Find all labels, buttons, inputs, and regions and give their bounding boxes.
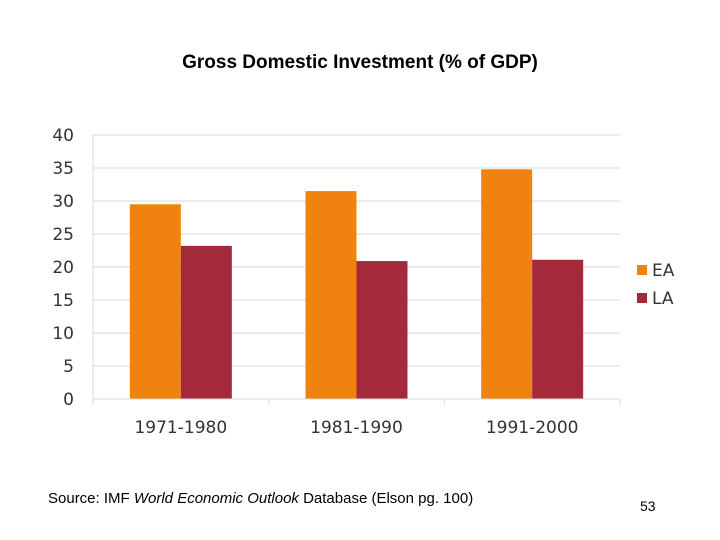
legend-swatch-ea (637, 265, 647, 275)
x-axis: 1971-1980 1981-1990 1991-2000 (92, 398, 621, 438)
bar-la-1981-1990 (356, 261, 408, 399)
bar-la-1971-1980 (180, 245, 232, 399)
y-tick-label: 15 (52, 291, 74, 311)
y-tick-label: 10 (52, 324, 74, 344)
legend-label-ea: EA (652, 261, 675, 281)
legend-swatch-la (637, 293, 647, 303)
y-tick-label: 20 (52, 258, 74, 278)
legend: EA LA (637, 261, 675, 309)
y-tick-label: 35 (52, 159, 74, 179)
bar-ea-1991-2000 (481, 169, 533, 399)
chart-title: Gross Domestic Investment (% of GDP) (182, 52, 538, 73)
y-tick-label: 25 (52, 225, 74, 245)
x-tick-label: 1991-2000 (486, 418, 579, 438)
bars (129, 169, 584, 399)
bar-ea-1971-1980 (129, 204, 181, 399)
source-note: Source: IMF World Economic Outlook Datab… (48, 490, 474, 507)
bar-ea-1981-1990 (305, 191, 357, 399)
legend-label-la: LA (652, 289, 674, 309)
page-number: 53 (640, 498, 656, 514)
y-tick-label: 40 (52, 126, 74, 146)
x-tick-label: 1981-1990 (310, 418, 403, 438)
bar-la-1991-2000 (532, 259, 584, 399)
x-tick-label: 1971-1980 (134, 418, 227, 438)
y-axis: 0 5 10 15 20 25 30 35 40 (52, 126, 94, 410)
y-tick-label: 5 (63, 357, 74, 377)
y-tick-label: 0 (63, 390, 74, 410)
y-tick-label: 30 (52, 192, 74, 212)
